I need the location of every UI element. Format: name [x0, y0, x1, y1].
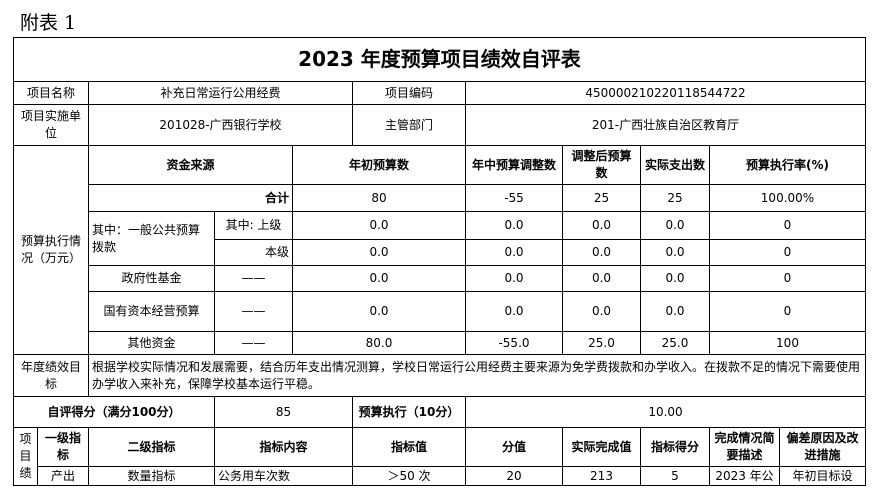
budget-row-label: 其中：一般公共预算拨款 [88, 211, 215, 266]
table-title: 2023 年度预算项目绩效自评表 [13, 37, 866, 82]
budget-header: 调整后预算数 [562, 145, 641, 185]
budget-value: 25.0 [562, 331, 641, 355]
indicator-cell: ＞50 次 [352, 466, 466, 486]
project-code-label: 项目编码 [352, 81, 466, 105]
budget-row-label: 政府性基金 [88, 265, 215, 292]
budget-exec-score-label: 预算执行（10分） [352, 396, 466, 428]
project-name-label: 项目名称 [13, 81, 89, 105]
budget-value: 25 [562, 184, 641, 212]
indicator-header: 分值 [465, 427, 563, 467]
budget-exec-score-value: 10.00 [465, 396, 866, 428]
budget-header: 预算执行率(%) [709, 145, 866, 185]
self-score-value: 85 [214, 396, 353, 428]
indicators-section-label: 项目绩 [13, 427, 38, 486]
budget-row-label: 国有资本经营预算 [88, 291, 215, 332]
budget-value: 80 [292, 184, 466, 212]
budget-value: 0.0 [562, 265, 641, 292]
budget-value: 25 [640, 184, 710, 212]
budget-value: 0 [709, 265, 866, 292]
indicator-header: 指标得分 [640, 427, 710, 467]
budget-value: 0.0 [292, 211, 466, 240]
budget-value: 0.0 [292, 239, 466, 266]
indicator-cell: 年初目标设 [779, 466, 866, 486]
budget-value: 0.0 [562, 291, 641, 332]
budget-value: 0.0 [465, 211, 563, 240]
budget-value: 0.0 [640, 239, 710, 266]
indicator-header: 偏差原因及改进措施 [779, 427, 866, 467]
budget-value: -55.0 [465, 331, 563, 355]
budget-value: 80.0 [292, 331, 466, 355]
budget-value: 25.0 [640, 331, 710, 355]
budget-header: 实际支出数 [640, 145, 710, 185]
indicator-header: 一级指标 [37, 427, 89, 467]
project-name-value: 补充日常运行公用经费 [88, 81, 353, 105]
annual-goal-label: 年度绩效目标 [13, 354, 89, 397]
budget-row-sublabel: 本级 [214, 239, 293, 266]
budget-value: 0.0 [465, 291, 563, 332]
indicator-header: 二级指标 [88, 427, 215, 467]
budget-row-sublabel: —— [214, 265, 293, 292]
indicator-header: 完成情况简要描述 [709, 427, 780, 467]
indicator-cell: 产出 [37, 466, 89, 486]
budget-section-label: 预算执行情况（万元） [13, 145, 89, 355]
budget-value: 100.00% [709, 184, 866, 212]
budget-header: 年初预算数 [292, 145, 466, 185]
budget-value: 0.0 [640, 291, 710, 332]
indicator-cell: 数量指标 [88, 466, 215, 486]
budget-header: 年中预算调整数 [465, 145, 563, 185]
indicator-cell: 213 [562, 466, 641, 486]
annual-goal-text: 根据学校实际情况和发展需要，结合历年支出情况测算，学校日常运行公用经费主要来源为… [88, 354, 866, 397]
budget-row-sublabel: 其中: 上级 [214, 211, 293, 240]
budget-value: 0.0 [292, 265, 466, 292]
department-value: 201-广西壮族自治区教育厅 [465, 104, 866, 146]
budget-value: 0 [709, 239, 866, 266]
budget-value: 0.0 [562, 239, 641, 266]
budget-value: 0.0 [292, 291, 466, 332]
budget-value: 0.0 [562, 211, 641, 240]
indicator-header: 指标内容 [214, 427, 353, 467]
budget-value: 0 [709, 291, 866, 332]
budget-value: 100 [709, 331, 866, 355]
budget-row-sublabel: —— [214, 331, 293, 355]
indicator-cell: 20 [465, 466, 563, 486]
project-code-value: 450000210220118544722 [465, 81, 866, 105]
indicator-header: 实际完成值 [562, 427, 641, 467]
budget-row-label-total: 合计 [88, 184, 293, 212]
implementing-unit-value: 201028-广西银行学校 [88, 104, 353, 146]
indicator-cell: 5 [640, 466, 710, 486]
department-label: 主管部门 [352, 104, 466, 146]
budget-header: 资金来源 [88, 145, 293, 185]
budget-value: -55 [465, 184, 563, 212]
budget-row-label: 其他资金 [88, 331, 215, 355]
budget-value: 0.0 [465, 239, 563, 266]
budget-row-sublabel: —— [214, 291, 293, 332]
indicator-cell: 2023 年公 [709, 466, 780, 486]
budget-value: 0.0 [640, 211, 710, 240]
budget-value: 0.0 [640, 265, 710, 292]
attachment-label: 附表 1 [20, 12, 77, 34]
budget-value: 0.0 [465, 265, 563, 292]
budget-value: 0 [709, 211, 866, 240]
indicator-header: 指标值 [352, 427, 466, 467]
self-score-label: 自评得分（满分100分） [13, 396, 215, 428]
indicator-cell: 公务用车次数 [214, 466, 353, 486]
implementing-unit-label: 项目实施单位 [13, 104, 89, 146]
